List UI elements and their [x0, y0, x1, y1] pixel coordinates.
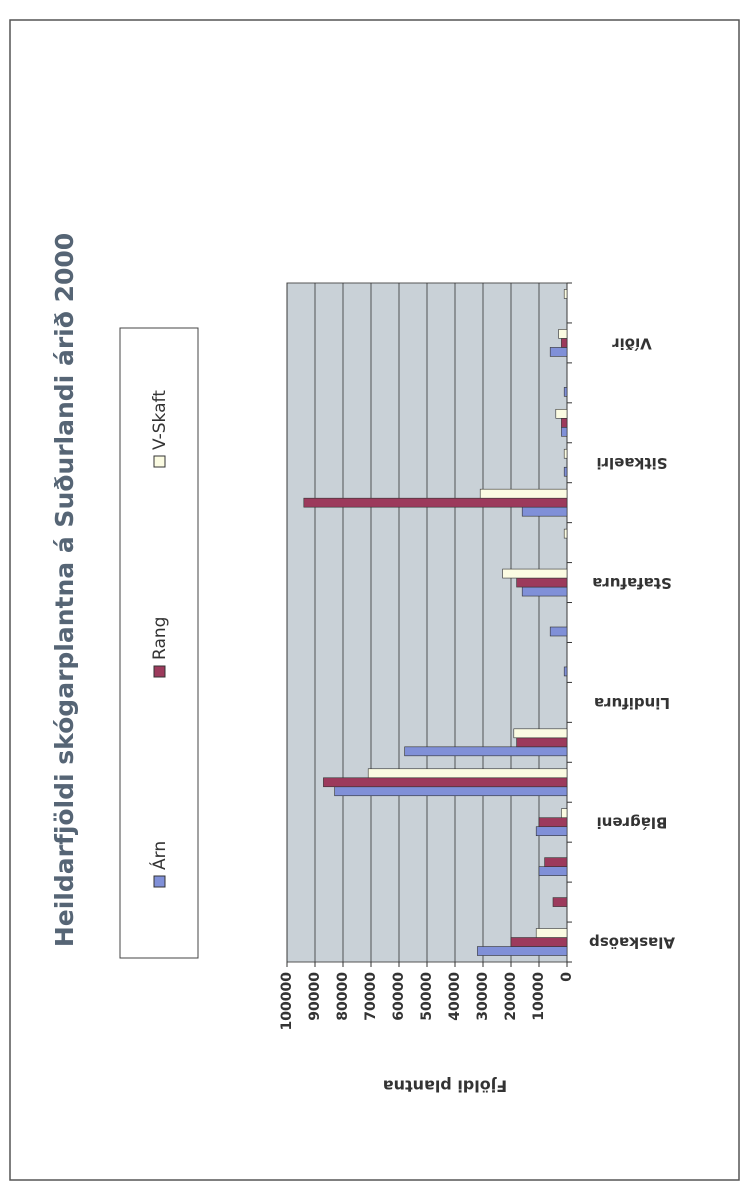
bar: [563, 387, 568, 397]
bar: [561, 338, 568, 348]
chart-area: 0 10000 20000 30000 40000 50000 60000 70000 8000…: [148, 282, 675, 1031]
bar: [477, 946, 568, 956]
x-tick-label: Lindifura: [594, 694, 670, 712]
bar: [535, 826, 568, 837]
bar: [323, 777, 568, 788]
bar: [549, 347, 568, 357]
x-tick-label: Blágreni: [597, 814, 668, 832]
bar: [516, 737, 568, 748]
bar: [538, 866, 568, 876]
bar: [563, 666, 568, 677]
legend-box: [119, 327, 199, 959]
x-tick-label: Sitkaelri: [596, 454, 667, 472]
bar: [563, 466, 568, 477]
bar: [334, 786, 568, 797]
x-tick-label: Stafafura: [592, 574, 671, 592]
bar: [563, 448, 568, 459]
y-axis-label: Fjöldi plantna: [383, 1077, 507, 1096]
x-tick-label: Alaskaösp: [589, 934, 675, 952]
bar: [502, 568, 568, 579]
y-tick-label: 80000: [335, 972, 351, 1021]
y-tick-label: 30000: [475, 972, 491, 1021]
chart-title: Heildarfjöldi skógarplantna á Suðurlandi…: [50, 233, 79, 947]
bar: [561, 808, 568, 819]
bar: [544, 857, 568, 867]
bar: [404, 746, 568, 757]
bar: [549, 626, 568, 637]
bar: [563, 289, 568, 299]
bar: [563, 528, 568, 539]
y-tick-label: 20000: [503, 972, 519, 1021]
y-tick-label: 100000: [279, 972, 295, 1031]
legend-swatch: [153, 665, 166, 678]
y-tick-label: 50000: [419, 972, 435, 1021]
legend-swatch: [153, 455, 166, 468]
y-tick-label: 70000: [363, 972, 379, 1021]
bar: [303, 497, 568, 508]
legend-label: Rang: [150, 617, 170, 660]
bar: [367, 768, 568, 779]
bar: [561, 417, 568, 428]
bar: [479, 488, 568, 499]
page-border: [9, 19, 740, 1181]
y-tick-label: 40000: [447, 972, 463, 1021]
bar: [538, 817, 568, 828]
legend-label: V-Skaft: [150, 390, 170, 450]
y-tick-label: 90000: [307, 972, 323, 1021]
bar: [521, 506, 568, 517]
bar: [521, 586, 568, 597]
bar: [513, 728, 568, 739]
legend-swatch: [153, 875, 166, 888]
bar: [516, 577, 568, 588]
x-tick-label: Víðir: [612, 334, 652, 352]
y-tick-label: 0: [559, 972, 575, 982]
bar: [510, 937, 568, 947]
bar: [561, 426, 568, 437]
bar: [558, 329, 568, 339]
y-tick-label: 60000: [391, 972, 407, 1021]
y-tick-label: 10000: [531, 972, 547, 1021]
legend-label: Árn: [148, 841, 170, 870]
bar: [555, 408, 568, 419]
bar: [535, 928, 568, 938]
bar: [552, 897, 568, 907]
